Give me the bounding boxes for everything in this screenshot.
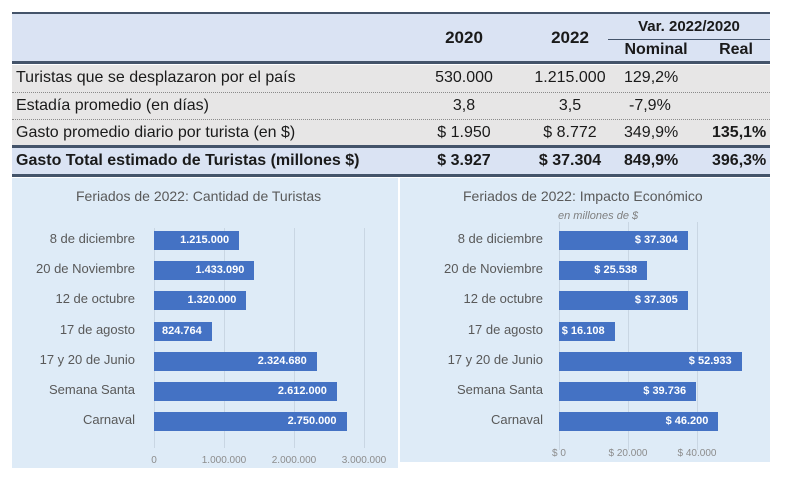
row-label: Gasto promedio diario por turista (en $) <box>16 124 296 141</box>
bar-data-label: $ 46.200 <box>665 415 709 428</box>
chart-turistas: Feriados de 2022: Cantidad de Turistas 0… <box>12 178 398 468</box>
chart-impacto: Feriados de 2022: Impacto Económico en m… <box>400 178 770 462</box>
bar-data-label: 824.764 <box>161 324 202 337</box>
bar-data-label: $ 16.108 <box>561 324 605 337</box>
gridline <box>697 222 698 450</box>
table-row: Gasto promedio diario por turista (en $)… <box>12 120 770 148</box>
x-tick-label: 2.000.000 <box>271 455 317 466</box>
cell-nominal: 849,9% <box>624 152 679 169</box>
bar <box>559 231 688 250</box>
gridline <box>224 228 225 448</box>
x-tick-label: $ 0 <box>552 448 566 459</box>
header-var-group: Var. 2022/2020 <box>638 18 740 35</box>
category-label: Carnaval <box>490 412 543 428</box>
table-row: Estadía promedio (en días) 3,8 3,5 -7,9% <box>12 93 770 120</box>
bar <box>154 291 247 311</box>
category-label: Semana Santa <box>456 382 543 397</box>
row-label: Gasto Total estimado de Turistas (millon… <box>16 152 360 169</box>
cell-2020: 3,8 <box>452 97 476 114</box>
bar-data-label: 1.320.000 <box>187 294 237 307</box>
x-tick-label: $ 40.000 <box>677 448 717 459</box>
header-real: Real <box>719 41 753 58</box>
cell-2020: 530.000 <box>435 69 493 86</box>
bar <box>559 351 742 371</box>
bar <box>154 261 255 281</box>
cell-nominal: 349,9% <box>624 124 679 141</box>
bar <box>559 321 615 341</box>
bar-data-label: $ 39.736 <box>643 385 687 397</box>
category-label: 17 de agosto <box>59 321 135 337</box>
row-label: Turistas que se desplazaron por el país <box>16 69 296 86</box>
category-label: Semana Santa <box>48 382 135 397</box>
bar <box>559 382 697 401</box>
cell-2022: 1.215.000 <box>534 69 606 86</box>
x-tick-label: 3.000.000 <box>341 455 387 466</box>
table-row-total: Gasto Total estimado de Turistas (millon… <box>12 148 770 177</box>
header-nominal: Nominal <box>624 41 688 58</box>
x-tick-label: 1.000.000 <box>201 455 247 466</box>
cell-2022: $ 8.772 <box>543 124 597 141</box>
category-label: 8 de diciembre <box>49 231 135 246</box>
category-label: 20 de Noviembre <box>36 261 135 277</box>
category-label: 12 de octubre <box>463 291 543 307</box>
cell-nominal: -7,9% <box>629 97 671 114</box>
bar-data-label: 2.750.000 <box>287 415 337 428</box>
row-label: Estadía promedio (en días) <box>16 97 209 114</box>
bar <box>559 412 719 432</box>
cell-real: 396,3% <box>712 152 767 169</box>
cell-nominal: 129,2% <box>624 69 679 86</box>
category-label: 17 de agosto <box>467 321 543 337</box>
category-label: Carnaval <box>82 412 135 428</box>
header-2020: 2020 <box>445 28 483 47</box>
bar <box>154 321 212 341</box>
chart-subtitle: en millones de $ <box>558 210 639 222</box>
chart-title: Feriados de 2022: Impacto Económico <box>463 188 703 204</box>
category-label: 12 de octubre <box>55 291 135 307</box>
bar-data-label: $ 25.538 <box>594 264 638 277</box>
bar-data-label: 2.612.000 <box>277 385 327 397</box>
bar <box>154 412 347 432</box>
category-label: 17 y 20 de Junio <box>39 351 135 367</box>
header-2022: 2022 <box>551 28 589 47</box>
bar-data-label: $ 37.304 <box>634 234 678 246</box>
x-tick-label: $ 20.000 <box>608 448 648 459</box>
cell-2020: $ 3.927 <box>437 152 491 169</box>
table-row: Turistas que se desplazaron por el país … <box>12 65 770 93</box>
bar <box>154 382 337 401</box>
gridline <box>628 222 629 450</box>
bar-data-label: 2.324.680 <box>257 354 307 367</box>
cell-2022: $ 37.304 <box>538 152 602 169</box>
bar-data-label: 1.433.090 <box>195 264 245 277</box>
bar <box>559 291 688 311</box>
chart-title: Feriados de 2022: Cantidad de Turistas <box>76 188 322 204</box>
gridline <box>294 228 295 448</box>
gridline <box>364 228 365 448</box>
bar <box>154 351 317 371</box>
category-label: 20 de Noviembre <box>444 261 543 277</box>
bar <box>154 231 240 250</box>
table-header: 2020 2022 Var. 2022/2020 Nominal Real <box>12 12 770 64</box>
category-label: 8 de diciembre <box>457 231 543 246</box>
header-var-divider <box>608 39 770 40</box>
cell-2020: $ 1.950 <box>437 124 491 141</box>
bar-data-label: $ 37.305 <box>634 294 678 307</box>
cell-real: 135,1% <box>712 124 767 141</box>
cell-2022: 3,5 <box>558 97 582 114</box>
bar-data-label: 1.215.000 <box>180 234 230 246</box>
x-tick-label: 0 <box>151 455 157 466</box>
bar-data-label: $ 52.933 <box>688 354 732 367</box>
category-label: 17 y 20 de Junio <box>447 351 543 367</box>
bar <box>559 261 648 281</box>
